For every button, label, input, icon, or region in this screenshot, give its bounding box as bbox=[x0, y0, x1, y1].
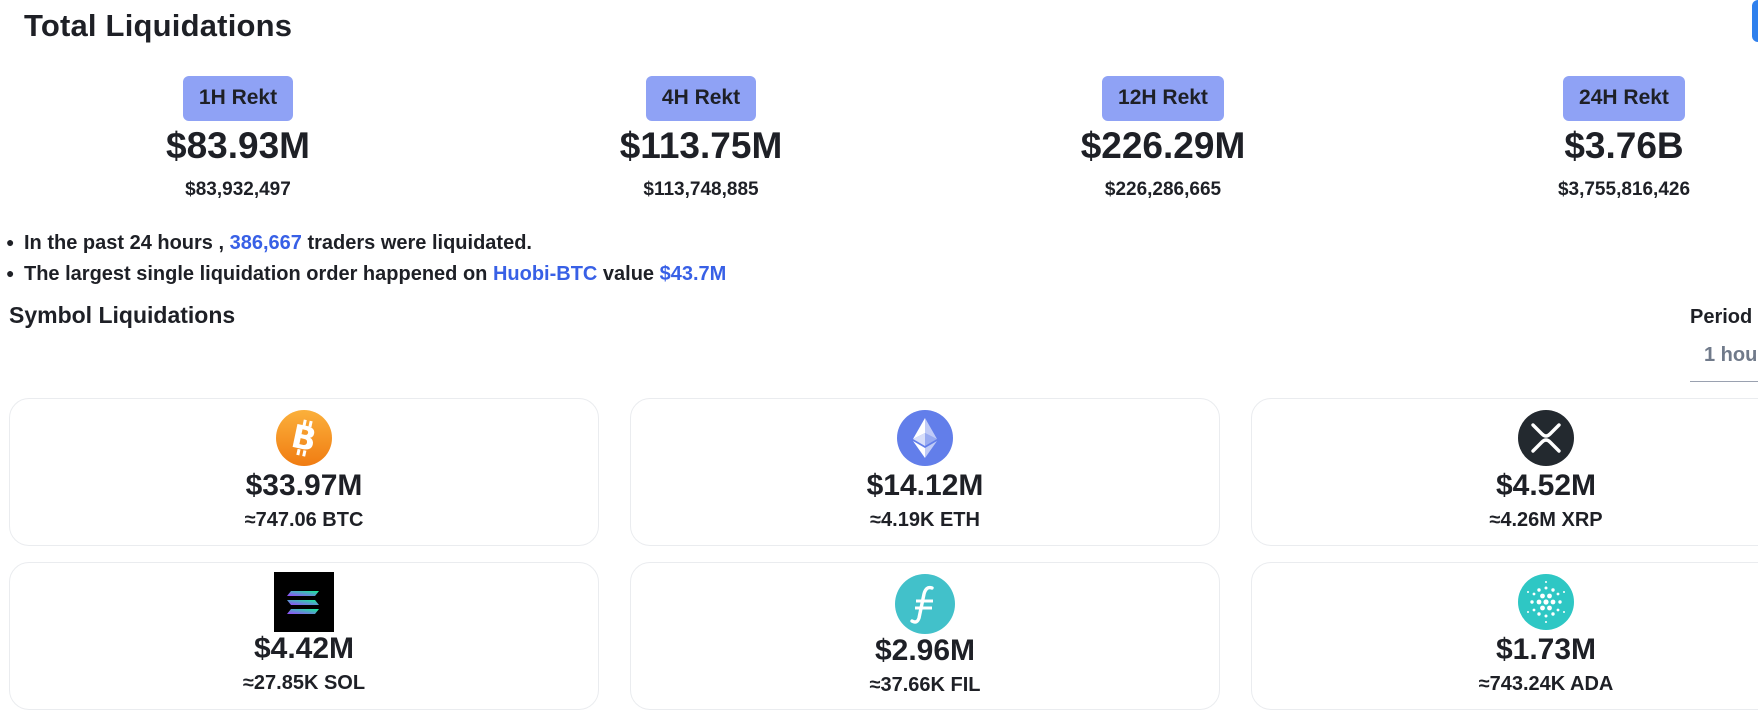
stat-1h: 1H Rekt $83.93M $83,932,497 bbox=[78, 76, 398, 201]
stat-exact-1h: $83,932,497 bbox=[185, 179, 291, 200]
symbol-card-btc[interactable]: B $33.97M ≈747.06 BTC bbox=[9, 398, 599, 546]
stat-exact-12h: $226,286,665 bbox=[1104, 179, 1222, 200]
stat-badge-12h[interactable]: 12H Rekt bbox=[1102, 76, 1224, 121]
stat-value-4h: $113.75M bbox=[619, 125, 783, 166]
ethereum-icon bbox=[897, 410, 953, 466]
coin-value: $2.96M bbox=[874, 634, 976, 667]
cardano-icon bbox=[1518, 574, 1574, 630]
section-title: Symbol Liquidations bbox=[9, 302, 236, 328]
coin-value: $14.12M bbox=[866, 469, 984, 502]
page-title: Total Liquidations bbox=[24, 8, 293, 43]
coin-value: $33.97M bbox=[245, 469, 363, 502]
stat-12h: 12H Rekt $226.29M $226,286,665 bbox=[1003, 76, 1323, 201]
bullet-icon: ● bbox=[6, 234, 15, 250]
solana-icon bbox=[274, 572, 334, 632]
fact-text: In the past 24 hours , bbox=[24, 232, 230, 254]
symbol-card-xrp[interactable]: $4.52M ≈4.26M XRP bbox=[1251, 398, 1758, 546]
symbol-card-ada[interactable]: $1.73M ≈743.24K ADA bbox=[1251, 562, 1758, 710]
coin-amount: ≈743.24K ADA bbox=[1478, 673, 1614, 695]
fact-text: value bbox=[597, 263, 660, 285]
bitcoin-icon: B bbox=[276, 410, 332, 466]
stat-badge-4h[interactable]: 4H Rekt bbox=[645, 76, 757, 121]
coin-value: $4.42M bbox=[253, 632, 355, 665]
stat-badge-1h[interactable]: 1H Rekt bbox=[182, 76, 294, 121]
liquidation-facts: ● In the past 24 hours , 386,667 traders … bbox=[6, 229, 726, 291]
coin-amount: ≈37.66K FIL bbox=[869, 674, 981, 696]
stat-exact-4h: $113,748,885 bbox=[643, 179, 759, 200]
coin-value: $4.52M bbox=[1495, 469, 1597, 502]
period-label: Period bbox=[1690, 306, 1753, 328]
coin-value: $1.73M bbox=[1495, 633, 1597, 666]
fact-text: The largest single liquidation order hap… bbox=[24, 263, 493, 285]
stat-24h: 24H Rekt $3.76B $3,755,816,426 bbox=[1464, 76, 1758, 201]
stat-exact-24h: $3,755,816,426 bbox=[1557, 179, 1691, 200]
fact-text: traders were liquidated. bbox=[301, 232, 532, 254]
coin-amount: ≈747.06 BTC bbox=[244, 509, 364, 531]
coin-amount: ≈4.19K ETH bbox=[870, 509, 980, 531]
traders-count: 386,667 bbox=[229, 232, 302, 254]
edge-button[interactable] bbox=[1752, 0, 1758, 42]
stat-value-24h: $3.76B bbox=[1564, 125, 1684, 166]
stat-4h: 4H Rekt $113.75M $113,748,885 bbox=[541, 76, 861, 201]
coin-amount: ≈27.85K SOL bbox=[242, 672, 366, 694]
symbol-card-fil[interactable]: $2.96M ≈37.66K FIL bbox=[630, 562, 1220, 710]
largest-order-value: $43.7M bbox=[659, 263, 727, 285]
bullet-icon: ● bbox=[6, 265, 15, 281]
stat-value-12h: $226.29M bbox=[1080, 125, 1246, 166]
exchange-link[interactable]: Huobi-BTC bbox=[492, 263, 598, 285]
stat-badge-24h[interactable]: 24H Rekt bbox=[1563, 76, 1685, 121]
period-select[interactable]: 1 hou bbox=[1690, 340, 1758, 382]
fact-largest-order: ● The largest single liquidation order ha… bbox=[6, 260, 726, 291]
period-select-value: 1 hou bbox=[1704, 344, 1758, 366]
xrp-icon bbox=[1518, 410, 1574, 466]
filecoin-icon bbox=[895, 574, 955, 634]
fact-traders-liquidated: ● In the past 24 hours , 386,667 traders … bbox=[6, 229, 726, 260]
coin-amount: ≈4.26M XRP bbox=[1489, 509, 1603, 531]
stat-value-1h: $83.93M bbox=[166, 125, 310, 166]
symbol-card-eth[interactable]: $14.12M ≈4.19K ETH bbox=[630, 398, 1220, 546]
symbol-card-sol[interactable]: $4.42M ≈27.85K SOL bbox=[9, 562, 599, 710]
